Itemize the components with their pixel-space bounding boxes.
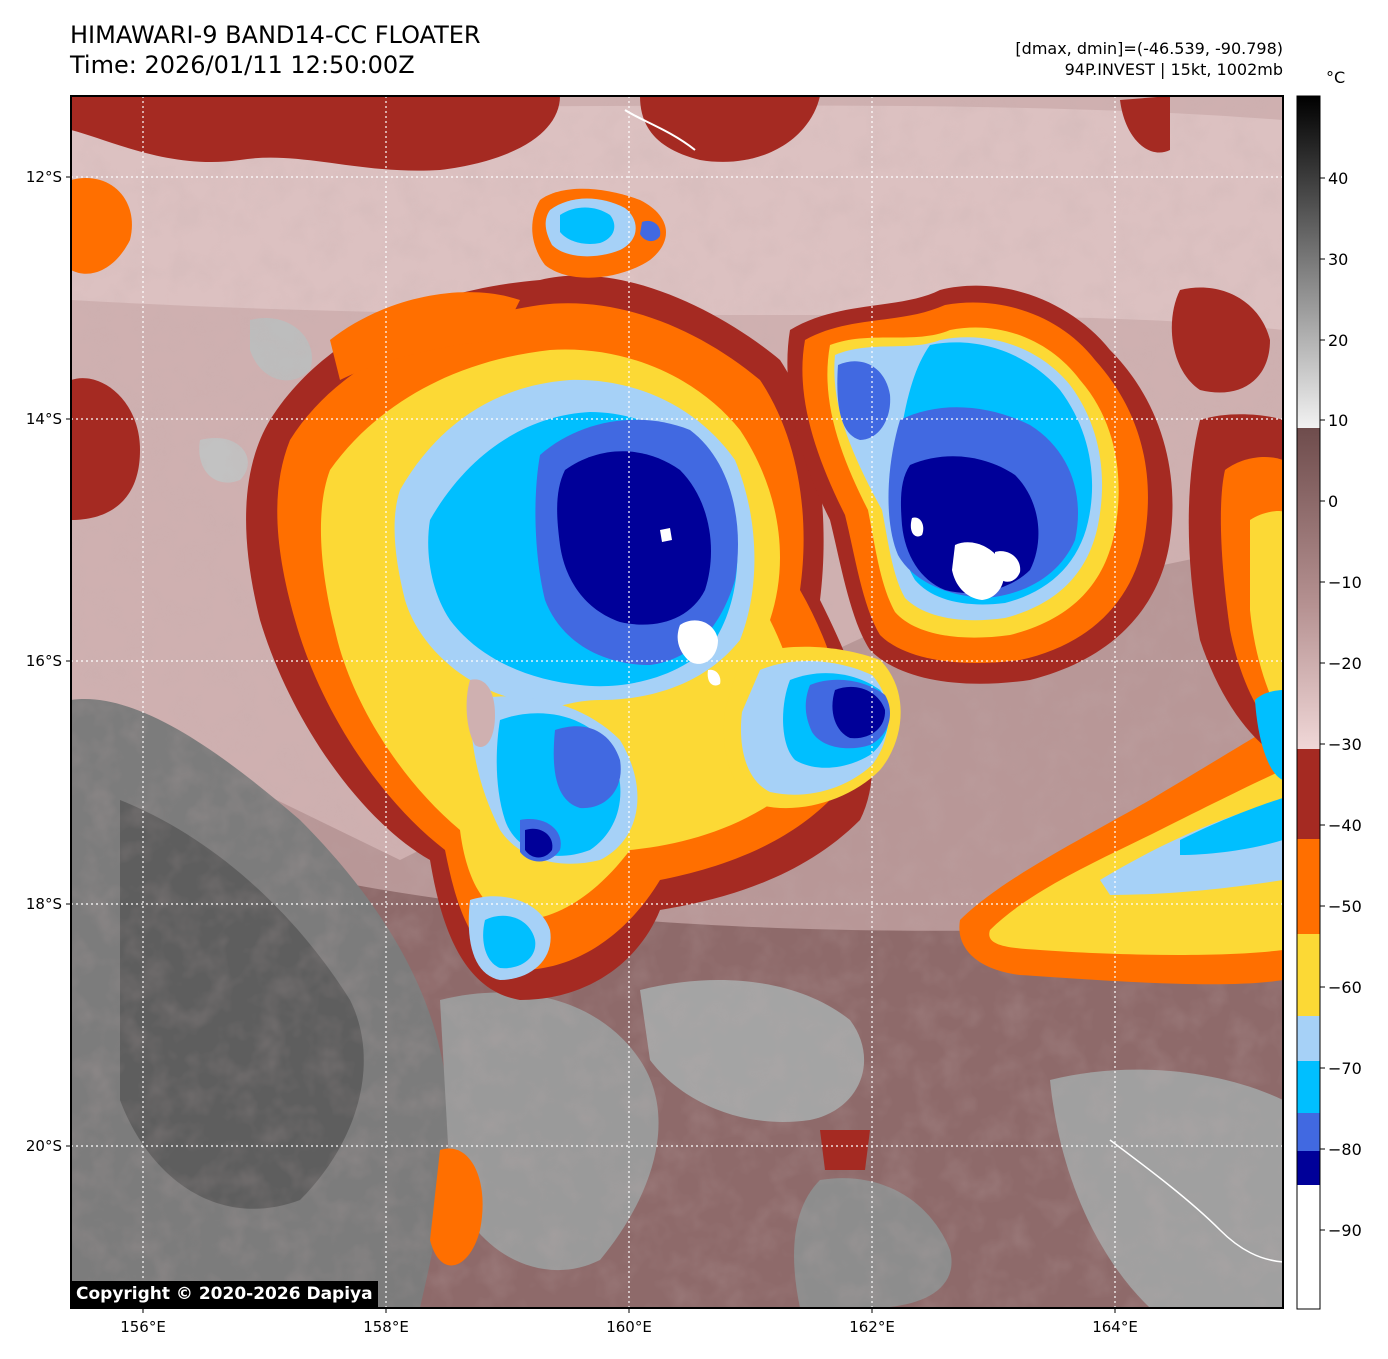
map-frame (70, 95, 1284, 1309)
colorbar-tick-label: −80 (1328, 1140, 1362, 1159)
colorbar-gray-segment (1297, 96, 1320, 428)
colorbar-orange-segment (1297, 839, 1320, 934)
latitude-labels: 12°S 14°S 16°S 18°S 20°S (26, 168, 62, 1155)
colorbar-tick-label: −40 (1328, 816, 1362, 835)
colorbar-sky-blue-segment (1297, 1061, 1320, 1113)
satellite-image (71, 96, 1283, 1308)
colorbar-tick-label: −50 (1328, 897, 1362, 916)
info-block: [dmax, dmin]=(-46.539, -90.798) 94P.INVE… (1015, 38, 1283, 80)
colorbar-tick-label: −90 (1328, 1221, 1362, 1240)
colorbar-tick-label: 20 (1328, 331, 1348, 350)
graticule (71, 96, 1283, 1308)
longitude-labels: 156°E 158°E 160°E 162°E 164°E (120, 1318, 1138, 1336)
colorbar-tick-label: 0 (1328, 492, 1338, 511)
colorbar-light-blue-segment (1297, 1016, 1320, 1061)
lat-label: 12°S (26, 168, 62, 186)
colorbar-brown-segment (1297, 428, 1320, 749)
colorbar-ticks (1320, 177, 1325, 1231)
lat-label: 14°S (26, 410, 62, 428)
axis-ticks (66, 176, 1116, 1313)
colorbar-white-segment (1297, 1185, 1320, 1309)
colorbar-frame (1296, 95, 1321, 1310)
lon-label: 162°E (849, 1318, 895, 1336)
copyright-badge: Copyright © 2020-2026 Dapiya (71, 1281, 378, 1307)
colorbar-tick-label: 40 (1328, 169, 1348, 188)
colorbar-unit: °C (1326, 68, 1345, 87)
colorbar-tick-label: −20 (1328, 654, 1362, 673)
colorbar-dark-red-segment (1297, 749, 1320, 839)
colorbar-navy-segment (1297, 1151, 1320, 1185)
lon-label: 164°E (1092, 1318, 1138, 1336)
title-block: HIMAWARI-9 BAND14-CC FLOATER Time: 2026/… (70, 20, 481, 80)
lon-label: 158°E (363, 1318, 409, 1336)
lon-label: 160°E (606, 1318, 652, 1336)
storm-info: 94P.INVEST | 15kt, 1002mb (1064, 60, 1283, 79)
lat-label: 18°S (26, 895, 62, 913)
map-title: HIMAWARI-9 BAND14-CC FLOATER (70, 21, 481, 49)
colorbar-royal-blue-segment (1297, 1113, 1320, 1151)
temperature-range: [dmax, dmin]=(-46.539, -90.798) (1015, 39, 1283, 58)
colorbar-yellow-segment (1297, 934, 1320, 1016)
colorbar-tick-label: 10 (1328, 411, 1348, 430)
lat-label: 20°S (26, 1137, 62, 1155)
colorbar-tick-label: −70 (1328, 1059, 1362, 1078)
colorbar-tick-label: −60 (1328, 978, 1362, 997)
colorbar-tick-label: 30 (1328, 250, 1348, 269)
lat-label: 16°S (26, 652, 62, 670)
colorbar-tick-label: −10 (1328, 573, 1362, 592)
lon-label: 156°E (120, 1318, 166, 1336)
timestamp: Time: 2026/01/11 12:50:00Z (70, 51, 415, 79)
colorbar-tick-label: −30 (1328, 735, 1362, 754)
colorbar: °C 40 30 20 10 0 −10 −20 −30 −40 −50 −60… (1296, 68, 1362, 1310)
